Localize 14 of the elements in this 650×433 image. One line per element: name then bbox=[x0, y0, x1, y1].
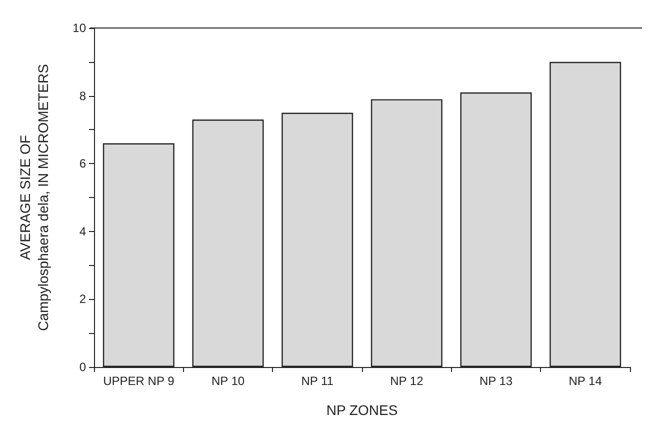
y-axis-title: AVERAGE SIZE OF Campylosphaera dela, IN MICROMETERS bbox=[17, 64, 51, 331]
y-tick-label: 2 bbox=[79, 292, 86, 306]
y-tick-label: 10 bbox=[72, 21, 86, 35]
x-tick-label: NP 12 bbox=[390, 374, 424, 388]
y-tick-label: 8 bbox=[79, 88, 86, 103]
y-tick-label: 0 bbox=[79, 360, 86, 374]
x-tick-label: NP 13 bbox=[479, 374, 513, 388]
x-axis-title: NP ZONES bbox=[326, 402, 398, 418]
x-tick-label: NP 14 bbox=[568, 374, 602, 388]
y-tick-label: 6 bbox=[79, 156, 86, 171]
x-tick-label: UPPER NP 9 bbox=[103, 374, 175, 388]
x-tick-label: NP 10 bbox=[211, 374, 245, 388]
x-tick-label: NP 11 bbox=[301, 374, 334, 388]
y-tick-label: 4 bbox=[79, 224, 86, 238]
